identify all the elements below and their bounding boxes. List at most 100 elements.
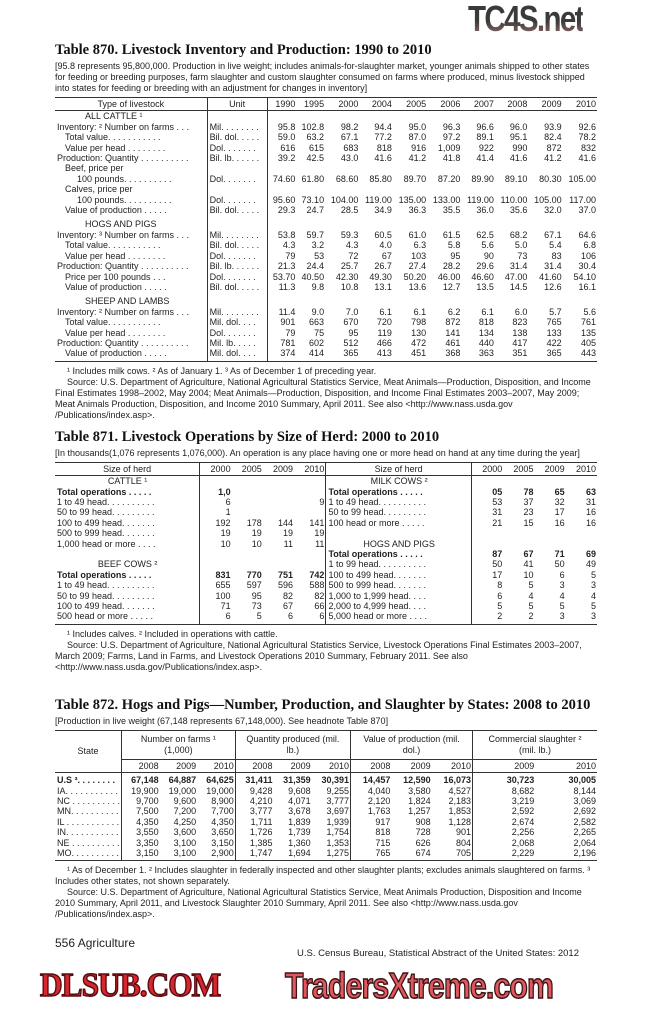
value-cell: 35.6 (509, 205, 528, 216)
value-cell (427, 215, 461, 229)
value-cell (503, 476, 534, 487)
value-cell: 2,229 (472, 848, 536, 862)
value-cell: 16 (585, 507, 596, 518)
value-cell: 31 (492, 507, 503, 518)
value-cell: 144 (277, 517, 294, 528)
row-label (325, 528, 472, 539)
value-cell: 47.00 (504, 271, 528, 282)
value-cell: 119 (377, 327, 392, 338)
value-cell: 95.0 (408, 121, 427, 132)
value-cell: 9,428 (249, 785, 273, 796)
value-cell: 472 (411, 337, 427, 348)
table-row: 1 to 49 head. . . . . . . . . . 655 597 596… (55, 580, 597, 591)
value-cell: 728 (415, 827, 431, 838)
value-cell: 818 (478, 317, 494, 328)
unit-cell (207, 215, 268, 230)
value-cell: 414 (296, 348, 326, 362)
row-label: 50 to 99 head. . . . . . . . . (55, 507, 201, 518)
row-label: Total value. . . . . . . . . . . (55, 132, 208, 143)
value-cell (359, 215, 393, 229)
row-state: IA. . . . . . . . . . . (55, 785, 123, 796)
value-cell: 72 (348, 250, 359, 261)
row-label: CATTLE ¹ (55, 475, 201, 487)
value-cell: 770 (246, 569, 262, 580)
value-cell (232, 476, 263, 487)
row-label: Calves, price per (55, 184, 208, 195)
value-cell: 4.0 (379, 240, 392, 251)
value-cell: 31.4 (509, 261, 528, 272)
value-cell: 1,853 (431, 806, 474, 817)
value-cell: 36.0 (476, 205, 494, 216)
value-cell (534, 528, 565, 538)
value-cell: 67 (381, 250, 392, 261)
header-year: 2009 (262, 461, 295, 477)
value-cell (296, 163, 325, 173)
header-type: Type of livestock (55, 96, 208, 112)
header-row: Type of livestock Unit 1990 1995 2000 2004 200… (55, 96, 597, 112)
value-cell: 1,128 (431, 816, 474, 828)
value-cell: 5 (590, 569, 596, 580)
value-cell: 29.6 (476, 261, 494, 272)
value-cell: 1,360 (288, 837, 311, 848)
unit-cell: Dol. . . . . . . (207, 250, 268, 262)
table-871-headnote: [In thousands(1,076 represents 1,076,000… (55, 447, 580, 458)
value-cell (267, 215, 296, 229)
value-cell (267, 292, 296, 306)
table-871-source: Source: U.S. Department of Agriculture, … (55, 639, 582, 672)
value-cell: 17 (492, 569, 503, 580)
value-cell: 1,839 (288, 816, 311, 827)
value-cell (427, 163, 461, 173)
table-872-grid: State Number on farms ¹ (1,000) Quantity p… (55, 729, 597, 862)
value-cell: 95 (348, 327, 359, 338)
value-cell: 683 (343, 142, 359, 153)
header-year: 2005 (392, 96, 428, 112)
value-cell: 43.0 (340, 153, 359, 164)
header-group: Number on farms ¹ (1,000) (121, 729, 236, 760)
value-cell (267, 163, 296, 173)
value-cell (461, 163, 495, 173)
value-cell (325, 184, 359, 194)
value-cell: 4,250 (173, 816, 197, 827)
value-cell: 59.7 (306, 229, 325, 240)
value-cell: 11 (283, 538, 294, 549)
value-cell: 1,739 (288, 827, 311, 838)
value-cell: 24.7 (306, 205, 325, 216)
value-cell: 597 (246, 580, 262, 591)
value-cell: 37 (523, 496, 534, 507)
value-cell: 440 (478, 337, 494, 348)
value-cell: 6.1 (379, 306, 392, 317)
value-cell: 95.8 (277, 121, 296, 132)
row-label: 100 pounds. . . . . . . . . . (55, 173, 208, 185)
row-label: 100 to 499 head. . . . . . . (325, 569, 472, 581)
value-cell (263, 487, 294, 497)
value-cell: 2,183 (431, 795, 474, 807)
value-cell: 64.6 (578, 229, 596, 240)
value-cell (294, 475, 327, 487)
table-872-headnote: [Production in live weight (67,148 repre… (55, 715, 389, 726)
value-cell: 87.20 (437, 173, 461, 184)
value-cell: 512 (343, 337, 359, 348)
value-cell: 5 (590, 601, 596, 612)
value-cell (200, 476, 232, 487)
value-cell: 1,726 (249, 827, 273, 838)
table-row: NE . . . . . . . . . . 3,350 3,100 3,150 1,3… (55, 837, 597, 848)
value-cell: 365 (528, 348, 563, 362)
value-cell: 19 (220, 528, 231, 539)
table-row: CATTLE ¹ MILK COWS ² (55, 475, 597, 487)
value-cell: 6.3 (413, 240, 427, 251)
value-cell (200, 559, 232, 569)
value-cell: 374 (267, 348, 297, 362)
value-cell: 10 (523, 569, 534, 580)
row-label: Total operations . . . . . (325, 549, 472, 560)
value-cell: 9 (294, 496, 327, 508)
table-row: IA. . . . . . . . . . . 19,900 19,000 19,00… (55, 785, 597, 796)
header-year: 2004 (359, 96, 393, 112)
value-cell: 141 (445, 327, 461, 338)
value-cell (232, 487, 263, 497)
row-label: Price per 100 pounds . . . (55, 271, 208, 282)
row-state: MN. . . . . . . . . . (55, 806, 123, 817)
value-cell: 1,0 (218, 486, 231, 497)
value-cell: 17 (554, 507, 565, 518)
value-cell: 29.3 (277, 205, 296, 216)
